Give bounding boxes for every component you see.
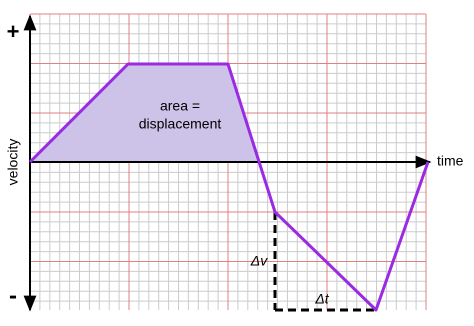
delta-t-label: Δt <box>314 291 329 307</box>
plus-sign: + <box>7 19 20 44</box>
velocity-line <box>28 62 430 312</box>
area-label: area = <box>160 98 200 114</box>
minus-sign: - <box>9 282 17 309</box>
x-axis-label: time <box>437 153 464 169</box>
area-label: displacement <box>139 116 222 132</box>
area-shading <box>30 64 259 162</box>
y-axis-label: velocity <box>5 139 21 186</box>
delta-v-label: Δv <box>250 253 268 269</box>
